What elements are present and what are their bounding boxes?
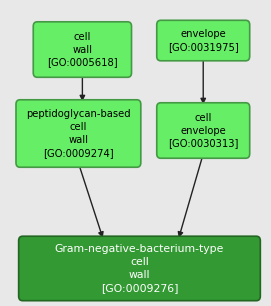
Text: cell
envelope
[GO:0030313]: cell envelope [GO:0030313] bbox=[168, 113, 238, 148]
FancyBboxPatch shape bbox=[157, 103, 250, 158]
Text: peptidoglycan-based
cell
wall
[GO:0009274]: peptidoglycan-based cell wall [GO:000927… bbox=[26, 109, 131, 158]
FancyBboxPatch shape bbox=[157, 20, 250, 61]
FancyBboxPatch shape bbox=[16, 100, 141, 167]
FancyBboxPatch shape bbox=[33, 22, 131, 77]
FancyBboxPatch shape bbox=[19, 236, 260, 301]
Text: envelope
[GO:0031975]: envelope [GO:0031975] bbox=[168, 29, 238, 52]
Text: Gram-negative-bacterium-type
cell
wall
[GO:0009276]: Gram-negative-bacterium-type cell wall [… bbox=[55, 244, 224, 293]
Text: cell
wall
[GO:0005618]: cell wall [GO:0005618] bbox=[47, 32, 118, 67]
